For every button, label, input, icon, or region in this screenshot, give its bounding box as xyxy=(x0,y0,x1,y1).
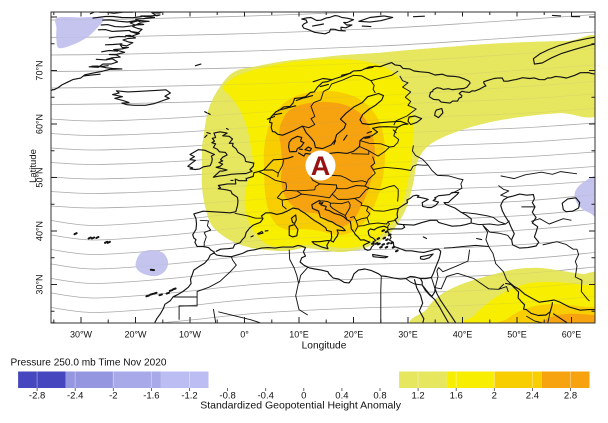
svg-text:0: 0 xyxy=(301,391,306,402)
svg-text:10°E: 10°E xyxy=(289,330,309,340)
svg-text:50°N: 50°N xyxy=(35,167,45,187)
svg-text:-2: -2 xyxy=(109,391,117,402)
svg-text:0.8: 0.8 xyxy=(373,391,386,402)
svg-text:Longitude: Longitude xyxy=(302,341,347,352)
svg-text:50°E: 50°E xyxy=(507,330,527,340)
svg-text:1.6: 1.6 xyxy=(450,391,463,402)
svg-text:20°W: 20°W xyxy=(124,330,147,340)
svg-text:Standardized Geopotential Heig: Standardized Geopotential Height Anomaly xyxy=(200,400,402,412)
svg-text:-0.4: -0.4 xyxy=(258,391,274,402)
svg-text:-1.2: -1.2 xyxy=(181,391,197,402)
svg-text:60°E: 60°E xyxy=(562,330,582,340)
svg-text:30°W: 30°W xyxy=(70,330,93,340)
svg-text:0.4: 0.4 xyxy=(335,391,348,402)
svg-text:30°E: 30°E xyxy=(398,330,418,340)
svg-text:Latitude: Latitude xyxy=(28,149,39,183)
svg-text:10°W: 10°W xyxy=(179,330,202,340)
svg-text:20°E: 20°E xyxy=(344,330,364,340)
svg-text:60°N: 60°N xyxy=(35,114,45,134)
svg-text:1.2: 1.2 xyxy=(411,391,424,402)
svg-text:-2.4: -2.4 xyxy=(67,391,83,402)
svg-text:70°N: 70°N xyxy=(35,60,45,80)
svg-text:40°N: 40°N xyxy=(35,221,45,241)
svg-text:40°E: 40°E xyxy=(453,330,473,340)
svg-text:Pressure 250.0 mb Time Nov 202: Pressure 250.0 mb Time Nov 2020 xyxy=(11,358,167,369)
svg-text:2: 2 xyxy=(492,391,497,402)
svg-text:-1.6: -1.6 xyxy=(143,391,159,402)
svg-text:A: A xyxy=(311,151,331,181)
svg-text:-2.8: -2.8 xyxy=(29,391,45,402)
svg-text:30°N: 30°N xyxy=(35,274,45,294)
svg-text:0°: 0° xyxy=(240,330,249,340)
svg-text:-0.8: -0.8 xyxy=(219,391,235,402)
svg-text:2.4: 2.4 xyxy=(526,391,539,402)
svg-text:2.8: 2.8 xyxy=(564,391,577,402)
